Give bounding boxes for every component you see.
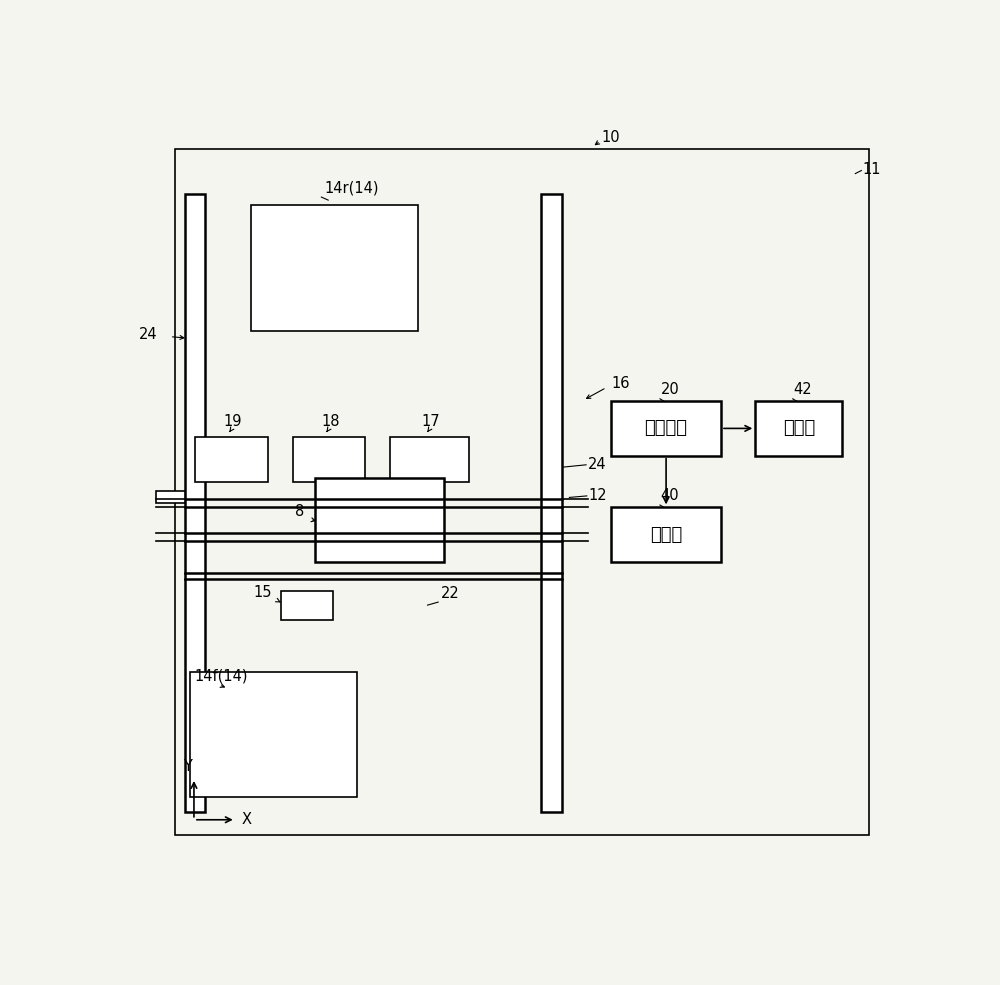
Bar <box>315 479 444 561</box>
Text: 14r(14): 14r(14) <box>324 180 379 196</box>
Text: 10: 10 <box>601 130 620 146</box>
Bar <box>293 436 365 483</box>
Bar <box>281 591 333 621</box>
Text: 18: 18 <box>321 414 339 429</box>
Text: 操作部: 操作部 <box>650 526 682 544</box>
Text: 16: 16 <box>611 376 630 391</box>
Text: 控制装置: 控制装置 <box>645 420 688 437</box>
Text: Y: Y <box>183 759 192 774</box>
Bar <box>541 194 562 813</box>
Bar <box>251 206 418 331</box>
Text: 42: 42 <box>793 382 812 397</box>
Text: 22: 22 <box>441 586 460 601</box>
Bar <box>195 436 268 483</box>
Text: 14f(14): 14f(14) <box>194 668 247 684</box>
Text: 24: 24 <box>588 457 607 473</box>
Bar <box>156 492 185 502</box>
Bar <box>611 401 721 456</box>
Bar <box>755 401 842 456</box>
Bar <box>611 507 721 561</box>
Text: 40: 40 <box>661 489 679 503</box>
Text: 11: 11 <box>863 163 881 177</box>
Text: 12: 12 <box>588 489 607 503</box>
Text: 24: 24 <box>139 327 158 342</box>
Text: 显示部: 显示部 <box>783 420 815 437</box>
Text: 17: 17 <box>422 414 440 429</box>
Text: 20: 20 <box>661 382 679 397</box>
Bar <box>390 436 469 483</box>
Bar <box>185 194 205 813</box>
Text: 8: 8 <box>295 503 305 519</box>
Text: 15: 15 <box>254 585 272 600</box>
Text: X: X <box>242 813 252 827</box>
Text: 19: 19 <box>224 414 242 429</box>
Bar <box>190 672 357 797</box>
